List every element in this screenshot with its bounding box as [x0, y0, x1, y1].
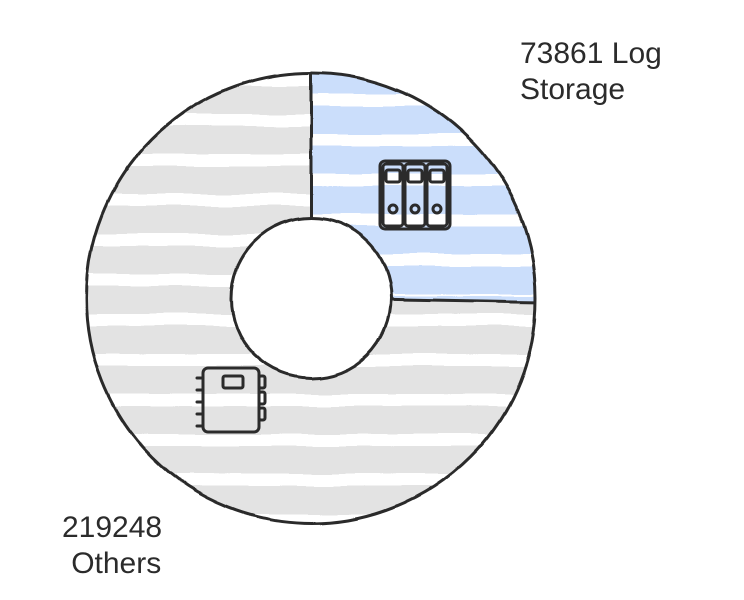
slice-others-label: 219248 Others	[62, 510, 162, 582]
donut-chart: 73861 Log Storage 219248 Others	[0, 0, 744, 600]
slice-log-storage-label: 73861 Log Storage	[520, 36, 662, 108]
